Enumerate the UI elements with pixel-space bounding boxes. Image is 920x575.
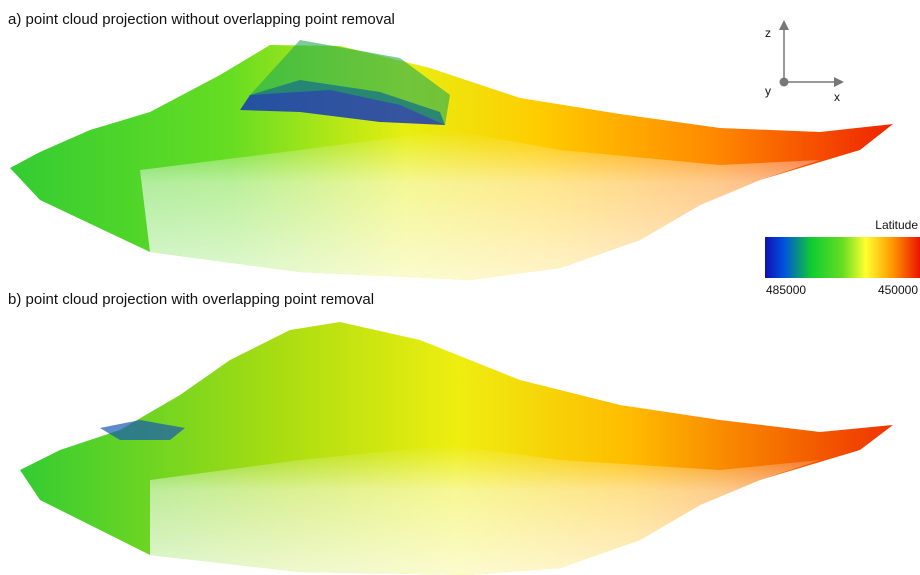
axis-label: x <box>834 90 840 104</box>
point-cloud <box>10 40 893 280</box>
colorbar <box>765 237 920 278</box>
colorbar-tick: 450000 <box>878 283 918 297</box>
colorbar-tick: 485000 <box>766 283 806 297</box>
axes-icon <box>779 20 844 87</box>
point-cloud <box>20 322 893 575</box>
panel-label: b) point cloud projection with overlappi… <box>8 291 374 308</box>
colorbar-title: Latitude <box>875 218 918 232</box>
axis-label: z <box>765 26 771 40</box>
axis-label: y <box>765 84 771 98</box>
panel-label: a) point cloud projection without overla… <box>8 11 395 28</box>
